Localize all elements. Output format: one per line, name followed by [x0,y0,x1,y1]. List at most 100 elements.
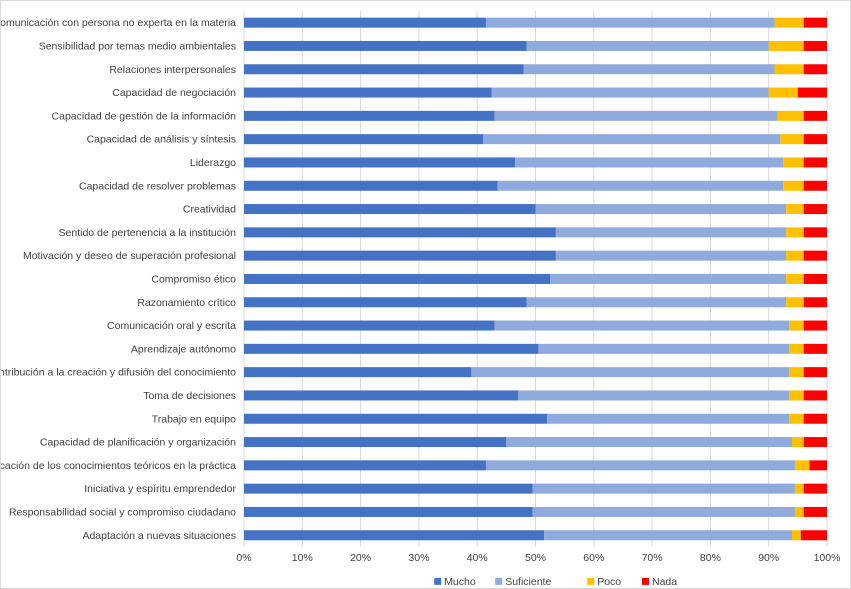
x-tick-label: 80% [700,552,721,564]
legend-swatch-mucho [434,577,442,585]
bar-segment-nada [803,134,827,145]
bar-segment-mucho [244,204,536,215]
category-label: Capacidad de planificación y organizació… [40,437,236,449]
bar-segment-nada [803,273,827,284]
category-label: Capacidad de gestión de la información [52,110,237,122]
bar-segment-suficiente [497,180,784,191]
category-label: Razonamiento crítico [137,297,236,309]
bar-segment-suficiente [526,297,787,308]
bar-segment-suficiente [538,343,790,354]
bar-segment-suficiente [544,530,793,541]
category-label: Trabajo en equipo [152,413,236,425]
category-label: Motivación y deseo de superación profesi… [23,250,236,262]
category-label: Capacidad de análisis y síntesis [87,134,236,146]
bar-segment-mucho [244,320,495,331]
bar-segment-nada [803,227,827,238]
category-label: Creatividad [183,204,236,216]
bar-segment-poco [789,390,804,401]
bar-segment-poco [794,506,804,517]
bar-segment-nada [803,413,827,424]
bar-segment-suficiente [555,227,787,238]
bar-segment-suficiente [518,390,790,401]
bar-segment-suficiente [491,87,769,98]
bar-segment-suficiente [494,320,790,331]
bar-segment-mucho [244,64,524,75]
bar-segment-suficiente [532,483,795,494]
category-label: Toma de decisiones [143,390,236,402]
bar-segment-poco [792,437,804,448]
bar-segment-nada [803,367,827,378]
bar-segment-suficiente [494,110,778,121]
bar-segment-poco [777,110,804,121]
x-tick-label: 40% [467,552,488,564]
bar-segment-nada [803,40,827,51]
bar-segment-nada [803,64,827,75]
category-label: Responsabilidad social y compromiso ciud… [9,506,236,518]
x-tick-label: 60% [583,552,604,564]
bar-segment-mucho [244,297,527,308]
bar-segment-mucho [244,460,486,471]
bar-segment-mucho [244,390,519,401]
bar-segment-nada [803,250,827,261]
bar-segment-mucho [244,17,486,28]
bar-segment-suficiente [485,460,795,471]
category-label: Liderazgo [190,157,236,169]
bar-segment-mucho [244,437,507,448]
bar-segment-mucho [244,227,556,238]
legend-label-nada: Nada [652,576,677,588]
bar-segment-poco [768,87,798,98]
bar-segment-nada [803,343,827,354]
category-labels: Comunicación con persona no experta en l… [1,17,236,542]
bar-segment-poco [786,273,804,284]
bar-segment-nada [803,506,827,517]
bar-segment-nada [803,437,827,448]
bar-segment-poco [794,483,804,494]
bars [244,17,827,541]
bar-segment-suficiente [532,506,795,517]
bar-segment-suficiente [506,437,793,448]
bar-segment-nada [803,17,827,28]
legend-label-poco: Poco [597,576,621,588]
x-axis-tick-labels: 0% 10% 20% 30% 40% 50% 60% 70% 80% 90% 100% [236,552,840,564]
bar-segment-poco [789,413,804,424]
bar-segment-suficiente [523,64,775,75]
bar-segment-suficiente [547,413,790,424]
x-tick-label: 90% [758,552,779,564]
bar-segment-mucho [244,343,539,354]
bar-segment-poco [786,227,804,238]
bar-segment-mucho [244,87,492,98]
x-tick-label: 20% [350,552,371,564]
bar-segment-poco [786,297,804,308]
bar-segment-nada [803,204,827,215]
bar-segment-mucho [244,506,533,517]
bar-segment-poco [786,204,804,215]
category-label: Capacidad de negociación [112,87,236,99]
bar-segment-mucho [244,273,551,284]
bar-segment-poco [774,17,804,28]
bar-segment-poco [792,530,801,541]
category-label: Aplicación de los conocimientos teóricos… [1,460,236,472]
bar-segment-suficiente [535,204,787,215]
x-tick-label: 0% [236,552,251,564]
category-label: Adaptación a nuevas situaciones [82,530,236,542]
bar-segment-poco [774,64,804,75]
bar-segment-poco [794,460,810,471]
bar-segment-mucho [244,250,556,261]
bar-segment-nada [803,180,827,191]
bar-segment-mucho [244,134,484,145]
x-tick-label: 70% [642,552,663,564]
bar-segment-mucho [244,180,498,191]
bar-segment-suficiente [515,157,784,168]
category-label: Aprendizaje autónomo [131,343,236,355]
bar-segment-nada [800,530,827,541]
x-tick-label: 50% [525,552,546,564]
bar-segment-mucho [244,157,516,168]
bar-segment-suficiente [555,250,787,261]
bar-segment-poco [768,40,804,51]
bar-segment-poco [789,367,804,378]
bar-segment-mucho [244,483,533,494]
bar-segment-nada [803,297,827,308]
bar-segment-suficiente [550,273,787,284]
